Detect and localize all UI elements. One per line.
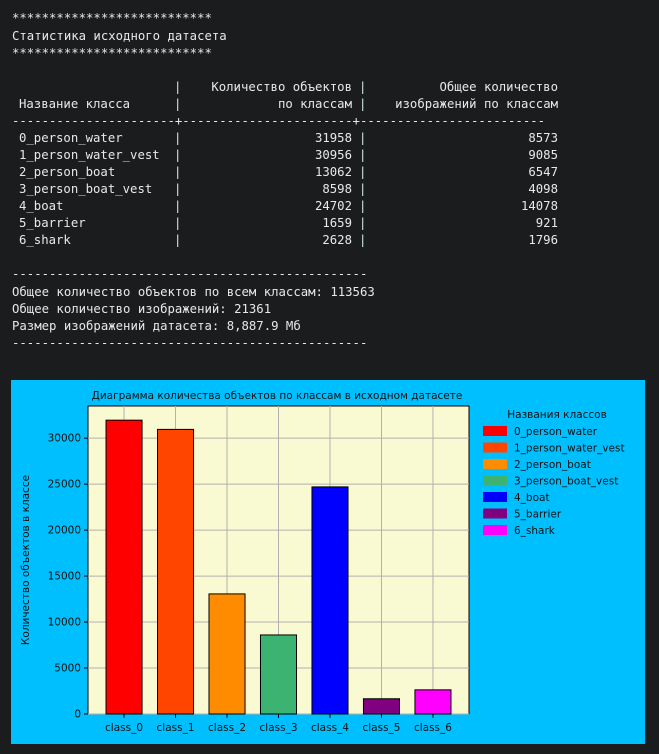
row-objects-count: 30956 [314, 148, 352, 162]
row-class-name: 0_person_water [19, 131, 123, 145]
dash-line-top: ----------------------------------------… [12, 267, 368, 281]
row-images-count: 921 [535, 216, 558, 230]
row-class-name: 6_shark [19, 233, 71, 247]
legend: Названия классов 0_person_water 1_person_… [483, 409, 625, 537]
stars-top: *************************** [12, 11, 212, 25]
column-divider: | [174, 148, 182, 162]
row-class-name: 4_boat [19, 199, 64, 213]
x-tick-label: class_2 [208, 722, 246, 734]
x-tick-label: class_3 [260, 722, 298, 734]
column-divider: | [174, 216, 182, 230]
x-tick-label: class_5 [362, 722, 400, 734]
x-tick-label: class_1 [157, 722, 195, 734]
bar-class_0 [105, 419, 143, 715]
header-objects-line2: по классам [277, 97, 352, 111]
x-tick-label: class_4 [311, 722, 349, 734]
y-axis: 0 5000 10000 15000 20000 25000 30000 [48, 433, 88, 721]
header-images-line2: изображений по классам [395, 97, 558, 111]
column-divider: | [359, 131, 367, 145]
legend-swatch [483, 426, 507, 436]
row-objects-count: 1659 [322, 216, 352, 230]
header-objects-line1: Количество объектов [211, 80, 352, 94]
legend-swatch [483, 475, 507, 486]
summary-dataset-size: Размер изображений датасета: 8,887.9 Мб [12, 319, 301, 333]
summary-total-objects: Общее количество объектов по всем класса… [12, 285, 375, 299]
summary-total-images: Общее количество изображений: 21361 [12, 302, 272, 316]
column-divider: | [359, 148, 367, 162]
y-tick-label: 25000 [48, 479, 81, 491]
row-objects-count: 8598 [322, 182, 352, 196]
y-tick-label: 30000 [48, 433, 81, 445]
chart-figure: Диаграмма количества объектов по классам… [11, 380, 645, 744]
row-objects-count: 31958 [314, 131, 352, 145]
column-divider: | [174, 80, 182, 94]
row-class-name: 2_person_boat [19, 165, 116, 179]
column-divider: | [359, 97, 367, 111]
column-divider: | [359, 80, 367, 94]
legend-entry: 1_person_water_vest [514, 443, 625, 455]
column-divider: | [359, 182, 367, 196]
chart-title: Диаграмма количества объектов по классам… [92, 390, 463, 402]
x-axis: class_0 class_1 class_2 class_3 class_4 class… [105, 714, 452, 734]
row-objects-count: 2628 [322, 233, 352, 247]
legend-swatch [483, 492, 507, 502]
column-divider: | [174, 97, 182, 111]
row-class-name: 1_person_water_vest [19, 148, 160, 162]
y-tick-label: 0 [74, 709, 81, 721]
column-divider: | [359, 199, 367, 213]
header-images-line1: Общее количество [439, 80, 558, 94]
legend-entry: 6_shark [514, 525, 556, 537]
legend-entry: 4_boat [514, 492, 550, 504]
column-divider: | [174, 233, 182, 247]
bar-chart: Диаграмма количества объектов по классам… [20, 390, 625, 734]
row-images-count: 8573 [528, 131, 558, 145]
bar-class_5 [362, 698, 400, 715]
legend-entry: 0_person_water [514, 426, 598, 438]
legend-swatch [483, 442, 507, 453]
header-class-name: Название класса [19, 97, 131, 111]
legend-swatch [483, 508, 507, 519]
row-class-name: 5_barrier [19, 216, 86, 230]
stars-bottom: *************************** [12, 46, 212, 60]
y-axis-label: Количество объектов в классе [20, 475, 32, 645]
y-tick-label: 10000 [48, 617, 81, 629]
dash-line-bottom: ----------------------------------------… [12, 336, 368, 350]
row-images-count: 14078 [520, 199, 558, 213]
bar-class_1 [157, 428, 195, 715]
bar-class_6 [414, 689, 452, 715]
legend-entry: 3_person_boat_vest [514, 476, 618, 488]
column-divider: | [359, 165, 367, 179]
terminal-output: *************************** Статистика и… [12, 11, 558, 350]
header-separator: ----------------------+-----------------… [12, 114, 546, 128]
row-images-count: 6547 [528, 165, 558, 179]
legend-title: Названия классов [507, 409, 607, 421]
bars [105, 419, 452, 715]
legend-entry: 2_person_boat [514, 459, 591, 471]
row-images-count: 4098 [528, 182, 558, 196]
stats-heading: Статистика исходного датасета [12, 29, 227, 43]
x-tick-label: class_6 [414, 722, 452, 734]
legend-swatch [483, 459, 507, 469]
row-objects-count: 24702 [314, 199, 352, 213]
row-images-count: 1796 [528, 233, 558, 247]
bar-class_2 [208, 593, 246, 715]
row-objects-count: 13062 [314, 165, 352, 179]
y-tick-label: 15000 [48, 571, 81, 583]
column-divider: | [174, 131, 182, 145]
column-divider: | [174, 199, 182, 213]
row-class-name: 3_person_boat_vest [19, 182, 153, 196]
bar-class_3 [259, 634, 298, 715]
bar-class_4 [311, 486, 349, 715]
y-tick-label: 5000 [54, 663, 81, 675]
column-divider: | [359, 233, 367, 247]
y-tick-label: 20000 [48, 525, 81, 537]
row-images-count: 9085 [528, 148, 558, 162]
column-divider: | [174, 165, 182, 179]
legend-swatch [483, 525, 507, 535]
legend-entry: 5_barrier [514, 509, 562, 521]
column-divider: | [359, 216, 367, 230]
column-divider: | [174, 182, 182, 196]
x-tick-label: class_0 [105, 722, 143, 734]
